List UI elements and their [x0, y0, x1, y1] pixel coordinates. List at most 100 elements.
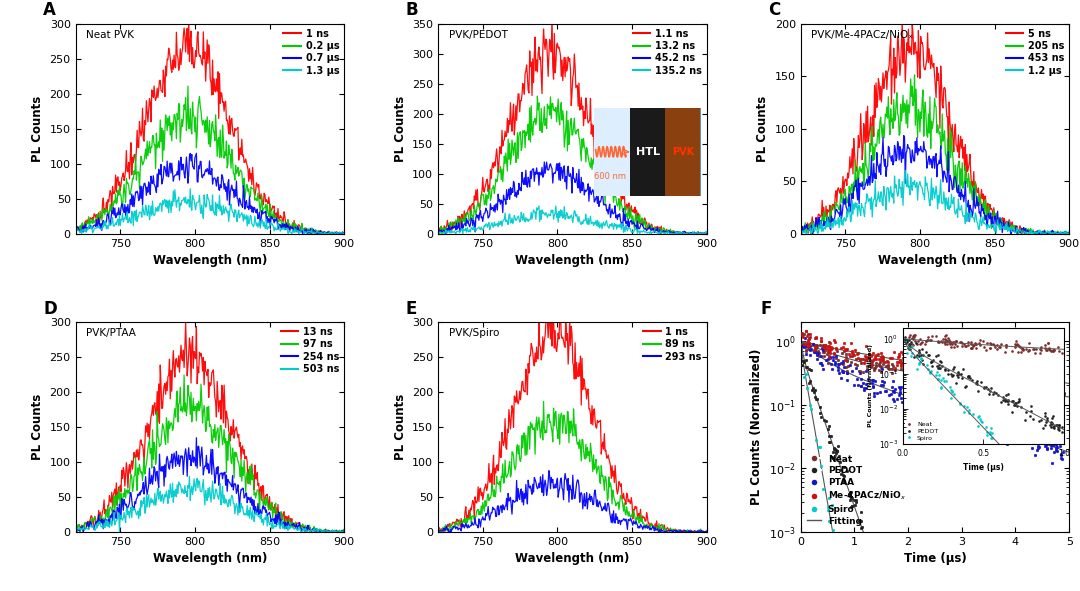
Neat	[1052, 393, 1069, 402]
PEDOT	[826, 444, 843, 454]
Neat	[1005, 384, 1023, 394]
Neat	[1026, 391, 1043, 400]
PTAA	[877, 387, 894, 396]
Neat	[933, 373, 950, 382]
PEDOT	[853, 522, 870, 531]
Neat	[797, 326, 814, 336]
Me-4PACz/NiOₓ	[796, 339, 813, 349]
Me-4PACz/NiOₓ	[941, 365, 958, 374]
Me-4PACz/NiOₓ	[1034, 371, 1051, 380]
PTAA	[1052, 438, 1069, 447]
PTAA	[864, 381, 881, 391]
Me-4PACz/NiOₓ	[935, 363, 953, 372]
Neat	[970, 385, 987, 394]
PTAA	[895, 389, 913, 398]
PTAA	[1040, 430, 1057, 440]
Me-4PACz/NiOₓ	[827, 343, 845, 352]
Neat	[798, 340, 815, 349]
Me-4PACz/NiOₓ	[1050, 375, 1067, 384]
PTAA	[987, 426, 1004, 435]
PEDOT	[831, 452, 848, 461]
Me-4PACz/NiOₓ	[843, 346, 861, 355]
Me-4PACz/NiOₓ	[799, 342, 816, 351]
Spiro	[812, 462, 829, 471]
PTAA	[950, 424, 968, 433]
PTAA	[855, 385, 873, 395]
PTAA	[988, 420, 1005, 430]
Neat	[892, 364, 909, 374]
Neat	[912, 369, 929, 378]
Me-4PACz/NiOₓ	[947, 361, 964, 370]
Neat	[974, 380, 991, 389]
Neat	[903, 371, 920, 381]
PTAA	[904, 395, 921, 405]
PTAA	[937, 398, 955, 407]
Neat	[847, 359, 864, 368]
Me-4PACz/NiOₓ	[970, 375, 987, 384]
PEDOT	[824, 447, 841, 457]
Me-4PACz/NiOₓ	[957, 374, 974, 384]
Me-4PACz/NiOₓ	[1035, 378, 1052, 388]
Spiro	[820, 516, 837, 525]
PTAA	[1039, 444, 1056, 454]
PTAA	[935, 398, 953, 408]
PTAA	[892, 394, 909, 403]
Me-4PACz/NiOₓ	[820, 346, 837, 355]
Neat	[919, 366, 936, 376]
PTAA	[1055, 447, 1072, 457]
Neat	[838, 356, 855, 366]
PTAA	[958, 420, 975, 429]
Me-4PACz/NiOₓ	[926, 366, 943, 375]
PTAA	[1048, 446, 1065, 455]
PTAA	[813, 360, 831, 369]
PEDOT	[800, 364, 818, 374]
Neat	[927, 367, 944, 376]
Me-4PACz/NiOₓ	[856, 341, 874, 350]
Neat	[806, 345, 823, 355]
PEDOT	[807, 392, 824, 402]
Me-4PACz/NiOₓ	[876, 358, 893, 367]
PTAA	[797, 342, 814, 351]
Me-4PACz/NiOₓ	[892, 361, 909, 371]
Me-4PACz/NiOₓ	[798, 331, 815, 340]
Neat	[995, 381, 1012, 390]
Me-4PACz/NiOₓ	[836, 344, 853, 353]
Neat	[971, 375, 988, 384]
Me-4PACz/NiOₓ	[1014, 372, 1031, 382]
Neat	[1040, 382, 1057, 392]
PEDOT	[801, 376, 819, 386]
PEDOT	[823, 431, 840, 441]
Neat	[797, 346, 814, 356]
Neat	[997, 395, 1014, 404]
PTAA	[966, 418, 983, 428]
Neat	[967, 379, 984, 389]
Me-4PACz/NiOₓ	[816, 344, 834, 353]
PEDOT	[797, 362, 814, 372]
PTAA	[823, 365, 840, 374]
Text: PVK/PEDOT: PVK/PEDOT	[449, 30, 508, 40]
PTAA	[890, 390, 907, 400]
Me-4PACz/NiOₓ	[983, 366, 1000, 375]
Neat	[1034, 389, 1051, 398]
Neat	[914, 365, 931, 374]
PTAA	[809, 354, 826, 363]
Me-4PACz/NiOₓ	[955, 363, 972, 372]
Me-4PACz/NiOₓ	[808, 332, 825, 341]
PTAA	[1029, 443, 1047, 453]
Me-4PACz/NiOₓ	[1025, 384, 1042, 394]
PTAA	[962, 420, 980, 429]
PTAA	[885, 387, 902, 396]
Me-4PACz/NiOₓ	[985, 358, 1002, 367]
Neat	[1014, 392, 1031, 401]
PTAA	[1037, 439, 1054, 449]
Neat	[929, 366, 946, 375]
Neat	[918, 370, 935, 379]
PTAA	[943, 413, 960, 423]
PTAA	[1051, 441, 1068, 451]
Me-4PACz/NiOₓ	[974, 374, 991, 383]
Me-4PACz/NiOₓ	[1053, 381, 1070, 391]
Me-4PACz/NiOₓ	[941, 368, 958, 378]
Me-4PACz/NiOₓ	[823, 343, 840, 353]
PTAA	[915, 399, 932, 408]
Neat	[837, 362, 854, 372]
